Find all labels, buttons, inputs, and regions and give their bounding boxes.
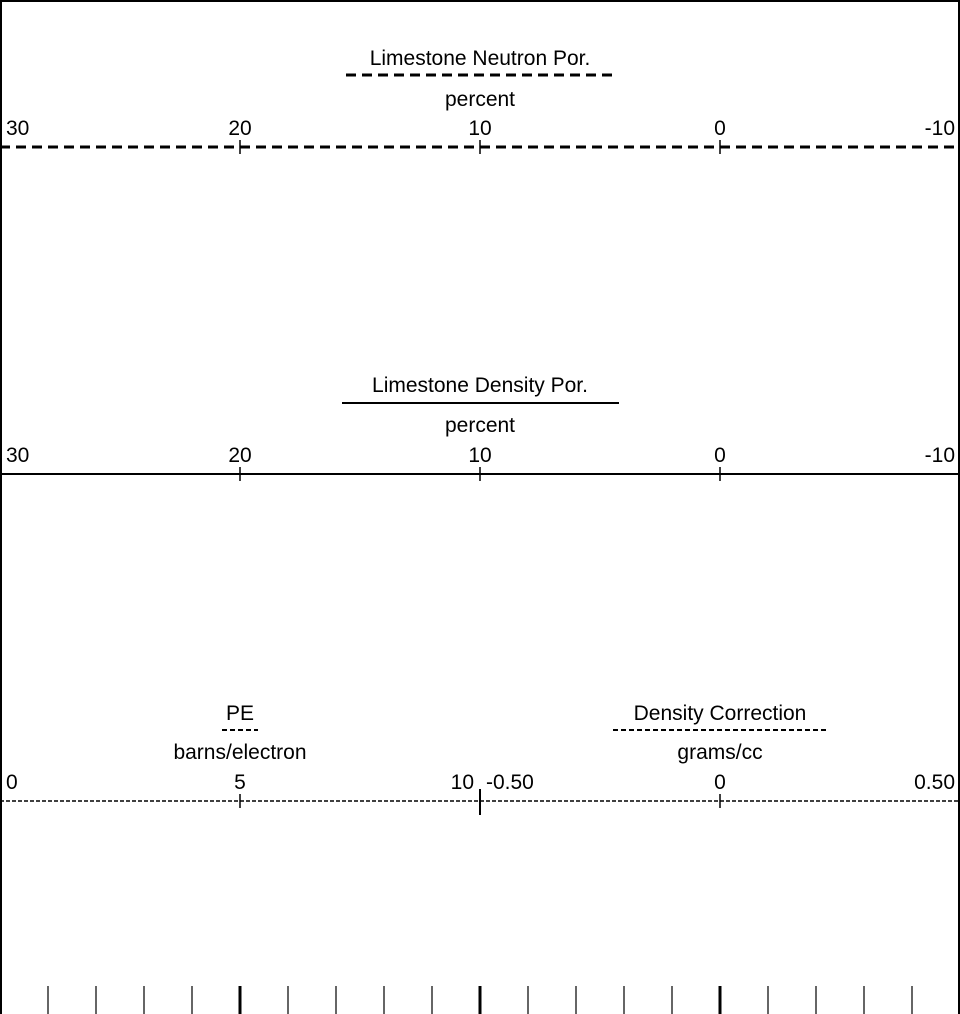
pe-track: PE barns/electron 0 5 10 [6,702,474,794]
pe-tick-labels: 0 5 10 [6,771,474,794]
density-tick-label: -10 [925,444,955,467]
neutron-tick-label: 30 [6,117,29,140]
neutron-track: Limestone Neutron Por. percent 30 20 10 0 -1… [0,47,960,154]
density-tick-labels: 30 20 10 0 -10 [6,444,955,467]
neutron-units: percent [445,88,515,111]
dc-tick-label: 0 [714,771,726,794]
pe-dc-tick-marks [239,794,721,808]
neutron-title: Limestone Neutron Por. [370,47,591,70]
density-tick-label: 30 [6,444,29,467]
dc-tick-label: 0.50 [914,771,955,794]
pe-tick-label: 5 [234,771,246,794]
dc-tick-labels: -0.50 0 0.50 [486,771,955,794]
neutron-tick-label: -10 [925,117,955,140]
density-title: Limestone Density Por. [372,374,588,397]
pe-title: PE [226,702,254,725]
neutron-tick-marks [239,140,721,154]
density-tick-label: 0 [714,444,726,467]
neutron-tick-label: 0 [714,117,726,140]
density-tick-label: 10 [468,444,491,467]
neutron-tick-labels: 30 20 10 0 -10 [6,117,955,140]
neutron-tick-label: 10 [468,117,491,140]
dc-tick-label: -0.50 [486,771,534,794]
density-tick-marks [239,467,721,481]
pe-tick-label: 0 [6,771,18,794]
dc-title: Density Correction [634,702,807,725]
density-tick-label: 20 [228,444,251,467]
density-track: Limestone Density Por. percent 30 20 10 0 -1… [0,374,960,481]
dc-units: grams/cc [677,741,762,764]
density-correction-track: Density Correction grams/cc -0.50 0 0.50 [486,702,955,794]
neutron-tick-label: 20 [228,117,251,140]
pe-tick-label: 10 [451,771,474,794]
density-units: percent [445,414,515,437]
grid-marks [47,986,913,1014]
pe-units: barns/electron [173,741,306,764]
